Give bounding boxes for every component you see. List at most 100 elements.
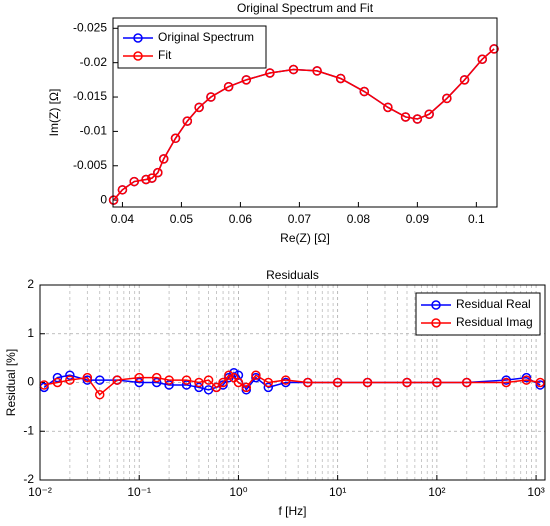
marker [112, 375, 122, 385]
y-tick-label: -0.015 [73, 89, 107, 103]
legend-marker [431, 318, 441, 328]
legend-box [415, 292, 541, 336]
marker [281, 375, 291, 385]
marker [52, 377, 63, 388]
legend-label: Residual Imag [456, 315, 533, 329]
x-tick-label: 0.07 [288, 212, 312, 226]
marker [233, 377, 244, 388]
legend-marker [133, 33, 143, 43]
x-tick-label: 10⁻² [28, 485, 52, 499]
chart-title: Residuals [266, 268, 319, 282]
x-tick-label: 0.08 [347, 212, 371, 226]
x-tick-label: 0.1 [468, 212, 485, 226]
y-tick-label: -0.01 [80, 124, 108, 138]
marker [424, 109, 434, 119]
marker [461, 377, 472, 388]
marker [535, 377, 545, 388]
y-axis-label: Residual [%] [4, 349, 18, 416]
marker [52, 372, 63, 383]
marker [251, 370, 261, 380]
marker [241, 382, 252, 393]
marker [224, 370, 234, 380]
marker [263, 377, 274, 388]
marker [65, 370, 75, 380]
x-tick-label: 0.05 [170, 212, 194, 226]
marker [383, 102, 393, 113]
marker [442, 93, 452, 104]
marker [181, 375, 192, 385]
series-line [113, 48, 495, 201]
marker [117, 185, 128, 195]
marker [521, 375, 532, 385]
y-tick-label: -0.005 [73, 158, 107, 172]
marker [164, 375, 174, 385]
marker [218, 377, 228, 388]
legend-label: Fit [158, 48, 172, 62]
marker [362, 377, 373, 388]
marker [211, 382, 222, 393]
marker [402, 377, 412, 388]
x-axis-label: f [Hz] [278, 504, 306, 518]
y-tick-label: -0.025 [73, 20, 107, 34]
axes-frame [39, 284, 546, 481]
legend-label: Original Spectrum [158, 30, 254, 44]
marker [194, 382, 204, 393]
marker [108, 195, 119, 205]
marker [151, 377, 162, 388]
marker [335, 73, 346, 84]
marker [65, 375, 75, 385]
marker [153, 167, 163, 178]
marker [288, 64, 299, 75]
x-tick-label: 0.06 [229, 212, 253, 226]
marker [501, 377, 511, 388]
y-tick-label: 0 [100, 192, 107, 206]
marker [412, 114, 423, 124]
marker [477, 54, 488, 64]
marker [303, 377, 313, 388]
marker [489, 44, 499, 54]
marker [206, 92, 216, 102]
marker [359, 86, 370, 97]
y-tick-label: -1 [23, 423, 34, 437]
marker [82, 372, 93, 383]
legend-marker [133, 51, 143, 61]
marker [129, 176, 139, 187]
x-tick-label: 10⁰ [229, 485, 247, 499]
x-tick-label: 10¹ [329, 485, 346, 499]
marker [141, 174, 151, 185]
marker [182, 116, 193, 126]
marker [158, 154, 169, 164]
marker [265, 68, 275, 78]
marker [164, 380, 174, 390]
marker [194, 377, 204, 388]
marker [432, 377, 442, 388]
y-tick-label: 1 [27, 326, 34, 340]
y-tick-label: 2 [27, 277, 34, 291]
marker [147, 173, 157, 183]
x-tick-label: 0.09 [406, 212, 430, 226]
marker [94, 375, 105, 385]
marker [312, 66, 322, 76]
x-tick-label: 10² [428, 485, 445, 499]
y-tick-label: -0.02 [80, 55, 108, 69]
marker [94, 389, 105, 400]
marker [229, 368, 239, 378]
chart-title: Original Spectrum and Fit [237, 1, 374, 15]
axes-frame [112, 17, 498, 208]
marker [223, 81, 234, 92]
marker [459, 75, 470, 85]
marker [194, 102, 204, 113]
y-tick-label: 0 [27, 375, 34, 389]
legend-box [117, 25, 267, 69]
y-axis-label: Im(Z) [Ω] [47, 89, 61, 137]
marker [203, 375, 214, 385]
x-tick-label: 10³ [527, 485, 544, 499]
x-axis-label: Re(Z) [Ω] [280, 231, 330, 245]
marker [151, 372, 162, 383]
marker [241, 75, 252, 85]
x-tick-label: 10⁻¹ [127, 485, 151, 499]
marker [170, 133, 181, 144]
marker [181, 380, 192, 390]
legend-label: Residual Real [456, 297, 531, 311]
